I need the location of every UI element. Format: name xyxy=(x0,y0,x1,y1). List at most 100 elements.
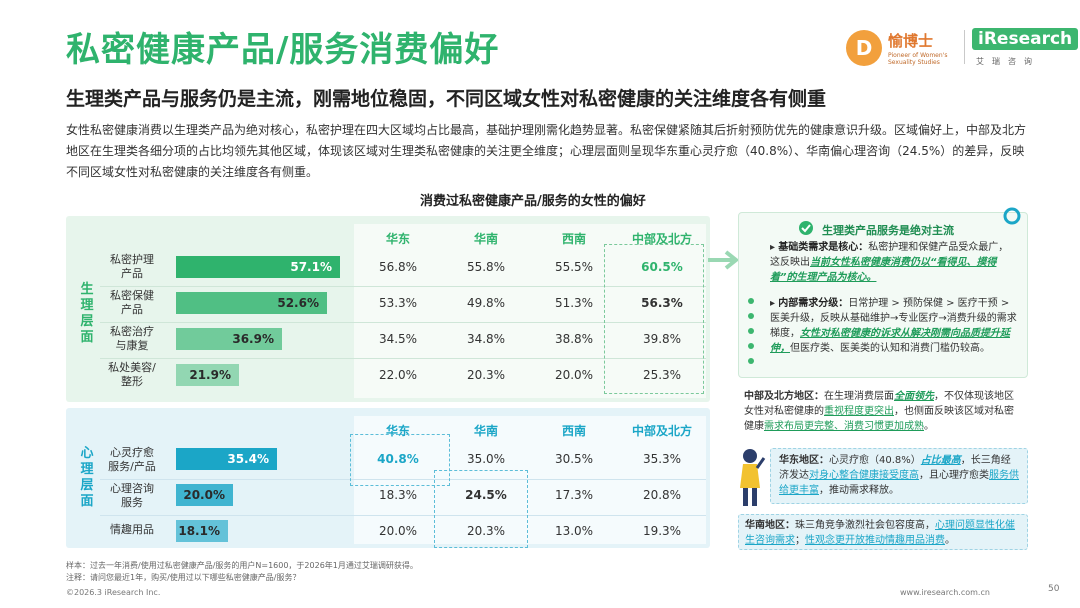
central-north-insight: 中部及北方地区：在生理消费层面全面领先，不仅体现该地区女性对私密健康的重视程度更… xyxy=(738,386,1028,442)
col-header-east: 华东 xyxy=(385,232,410,246)
col-header-central-north: 中部及北方 xyxy=(631,424,692,438)
region-underline: 性观念更开放推动情趣用品消费 xyxy=(805,535,945,546)
dr-yu-name: 愉博士 xyxy=(888,32,934,50)
regional-cell: 51.3% xyxy=(554,296,594,310)
row-label-care: 私密护理 产品 xyxy=(96,253,168,281)
regional-cell: 56.8% xyxy=(378,260,418,274)
row-label-line: 与康复 xyxy=(115,339,149,352)
regional-cell: 30.5% xyxy=(554,452,594,466)
insight-card xyxy=(738,212,1028,378)
point-emphasis: 当前女性私密健康消费仍以“看得见、摸得着”的生理产品为核心。 xyxy=(770,257,997,283)
regional-cell: 20.3% xyxy=(466,368,506,382)
regional-cell: 18.3% xyxy=(378,488,418,502)
dot-column-decoration-icon xyxy=(748,298,754,364)
row-divider xyxy=(100,286,706,287)
logo-divider xyxy=(964,30,965,64)
regional-cell: 13.0% xyxy=(554,524,594,538)
insight-point-core: ▸ 基础类需求是核心：私密护理和保健产品受众最广，这反映出当前女性私密健康消费仍… xyxy=(770,242,1009,283)
website: www.iresearch.com.cn xyxy=(900,588,990,597)
regional-cell: 55.8% xyxy=(466,260,506,274)
row-label-counseling: 心理咨询 服务 xyxy=(96,482,168,510)
point-text: 但医疗类、医美类的认知和消费门槛仍较高。 xyxy=(790,343,990,354)
side-char: 心 xyxy=(80,446,94,461)
bar-value-label: 36.9% xyxy=(232,332,274,346)
iresearch-logo: iResearch xyxy=(972,28,1079,50)
physiological-table-bg xyxy=(354,224,706,398)
regional-cell: 49.8% xyxy=(466,296,506,310)
page-number: 50 xyxy=(1048,584,1060,594)
point-heading: 基础类需求是核心： xyxy=(778,242,869,253)
region-text: 珠三角竞争激烈社会包容度高， xyxy=(795,520,935,531)
region-heading: 华南地区： xyxy=(745,520,795,531)
page-title: 私密健康产品/服务消费偏好 xyxy=(66,30,500,70)
physiological-side-label: 生 理 层 面 xyxy=(80,282,94,346)
col-header-south: 华南 xyxy=(473,232,498,246)
summary-paragraph: 女性私密健康消费以生理类产品为绝对核心，私密护理在四大区域均占比最高，基础护理刚… xyxy=(66,123,1027,179)
woman-illustration-icon xyxy=(740,449,766,506)
regional-cell: 55.5% xyxy=(554,260,594,274)
regional-cell: 39.8% xyxy=(642,332,682,346)
psychological-side-label: 心 理 层 面 xyxy=(80,446,94,510)
col-header-south: 华南 xyxy=(473,424,498,438)
region-emphasis: 全面领先 xyxy=(894,391,934,402)
ring-decoration-icon xyxy=(1003,207,1021,225)
row-label-treatment: 私密治疗 与康复 xyxy=(96,325,168,353)
col-header-southwest: 西南 xyxy=(561,424,586,438)
east-healing-highlight xyxy=(350,434,450,486)
row-label-line: 心灵疗愈 xyxy=(110,446,154,459)
region-text: ； xyxy=(795,535,805,546)
row-label-line: 产品 xyxy=(121,267,143,280)
row-label-line: 服务/产品 xyxy=(108,460,156,473)
regional-cell: 22.0% xyxy=(378,368,418,382)
chart-title: 消费过私密健康产品/服务的女性的偏好 xyxy=(420,194,646,209)
point-heading: 内部需求分级： xyxy=(778,298,849,309)
bar-1-1 xyxy=(176,484,233,506)
regional-cell: 24.5% xyxy=(465,488,507,502)
regional-cell: 25.3% xyxy=(642,368,682,382)
side-char: 面 xyxy=(80,330,94,345)
row-label-line: 私密治疗 xyxy=(110,325,154,338)
brand-logos: D 愉博士 Pioneer of Women's Sexuality Studi… xyxy=(836,24,1079,74)
bar-value-label: 52.6% xyxy=(277,296,319,310)
bar-0-2 xyxy=(176,328,282,350)
region-emphasis: 占比最高 xyxy=(920,455,961,466)
bar-value-label: 20.0% xyxy=(183,488,225,502)
sample-note: 样本：过去一年消费/使用过私密健康产品/服务的用户N=1600，于2026年1月… xyxy=(66,561,418,570)
point-emphasis: 女性对私密健康的诉求从解决刚需向品质提升延伸， xyxy=(770,328,1010,354)
bar-0-0 xyxy=(176,256,340,278)
regional-cell: 20.0% xyxy=(378,524,418,538)
bar-0-1 xyxy=(176,292,327,314)
region-heading: 中部及北方地区： xyxy=(744,391,824,402)
regional-cell: 34.5% xyxy=(378,332,418,346)
central-north-highlight xyxy=(604,244,704,394)
row-divider xyxy=(100,515,706,516)
row-divider xyxy=(100,322,706,323)
region-underline: 重视程度更突出 xyxy=(824,406,894,417)
regional-cell: 34.8% xyxy=(466,332,506,346)
side-char: 层 xyxy=(80,314,94,329)
regional-cell: 40.8% xyxy=(377,452,419,466)
bar-1-0 xyxy=(176,448,277,470)
question-note: 注释：请问您最近1年，购买/使用过以下哪些私密健康产品/服务？ xyxy=(66,573,301,582)
row-label-healing: 心灵疗愈 服务/产品 xyxy=(96,446,168,474)
region-text: ，推动需求释放。 xyxy=(819,485,899,496)
region-text: 。 xyxy=(924,421,934,432)
south-counseling-highlight xyxy=(434,470,528,548)
insight-card-title: 生理类产品服务是绝对主流 xyxy=(822,224,954,237)
side-char: 生 xyxy=(80,282,94,297)
region-heading: 华东地区： xyxy=(779,455,829,466)
regional-cell: 35.0% xyxy=(466,452,506,466)
bar-value-label: 18.1% xyxy=(178,524,220,538)
side-char: 层 xyxy=(80,478,94,493)
col-header-central-north: 中部及北方 xyxy=(631,232,692,246)
regional-cell: 20.0% xyxy=(554,368,594,382)
regional-cell: 56.3% xyxy=(641,296,683,310)
region-underline: 心理问题显性化催生咨询需求 xyxy=(745,520,1015,546)
row-label-line: 服务 xyxy=(121,496,143,509)
row-label-line: 私处美容/ xyxy=(108,361,156,374)
region-text: 在生理消费层面 xyxy=(824,391,894,402)
row-divider xyxy=(100,479,706,480)
regional-cell: 17.3% xyxy=(554,488,594,502)
east-insight: 华东地区：心灵疗愈（40.8%）占比最高，长三角经济发达对身心整合健康接受度高，… xyxy=(770,448,1028,504)
row-label-toys: 情趣用品 xyxy=(96,523,168,537)
